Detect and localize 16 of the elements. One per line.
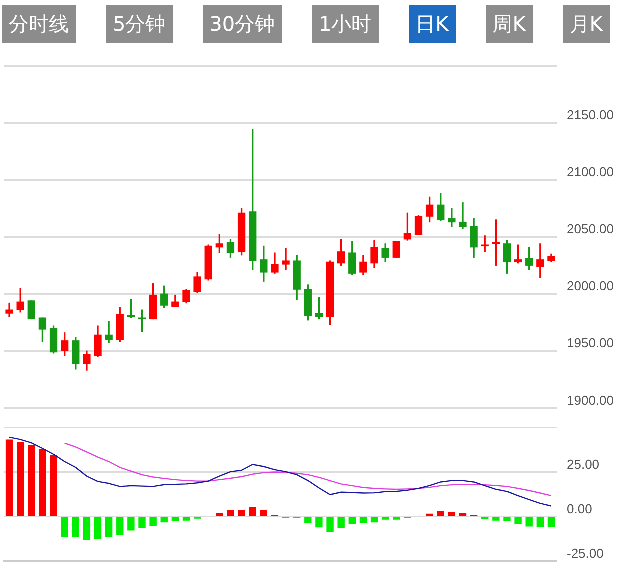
category-label: 分时线 [2,5,76,43]
y-tick-label: 1950.00 [567,336,614,351]
category-label: 5分钟 [106,5,173,43]
y-tick-label: -25.00 [567,546,604,561]
y-tick-label: 2150.00 [567,108,614,123]
category-label: 1小时 [312,5,379,43]
category-label: 周K [486,5,533,43]
y-tick-label: 2050.00 [567,222,614,237]
y-tick-label: 2000.00 [567,278,614,294]
y-tick-label: 0.00 [567,501,592,516]
category-label: 日K [408,5,456,43]
category-label: 30分钟 [202,5,282,43]
y-tick-label: 1900.00 [567,392,614,408]
y-tick-label: 2100.00 [567,164,614,180]
y-tick-label: 25.00 [567,456,600,472]
category-label: 月K [562,5,610,43]
